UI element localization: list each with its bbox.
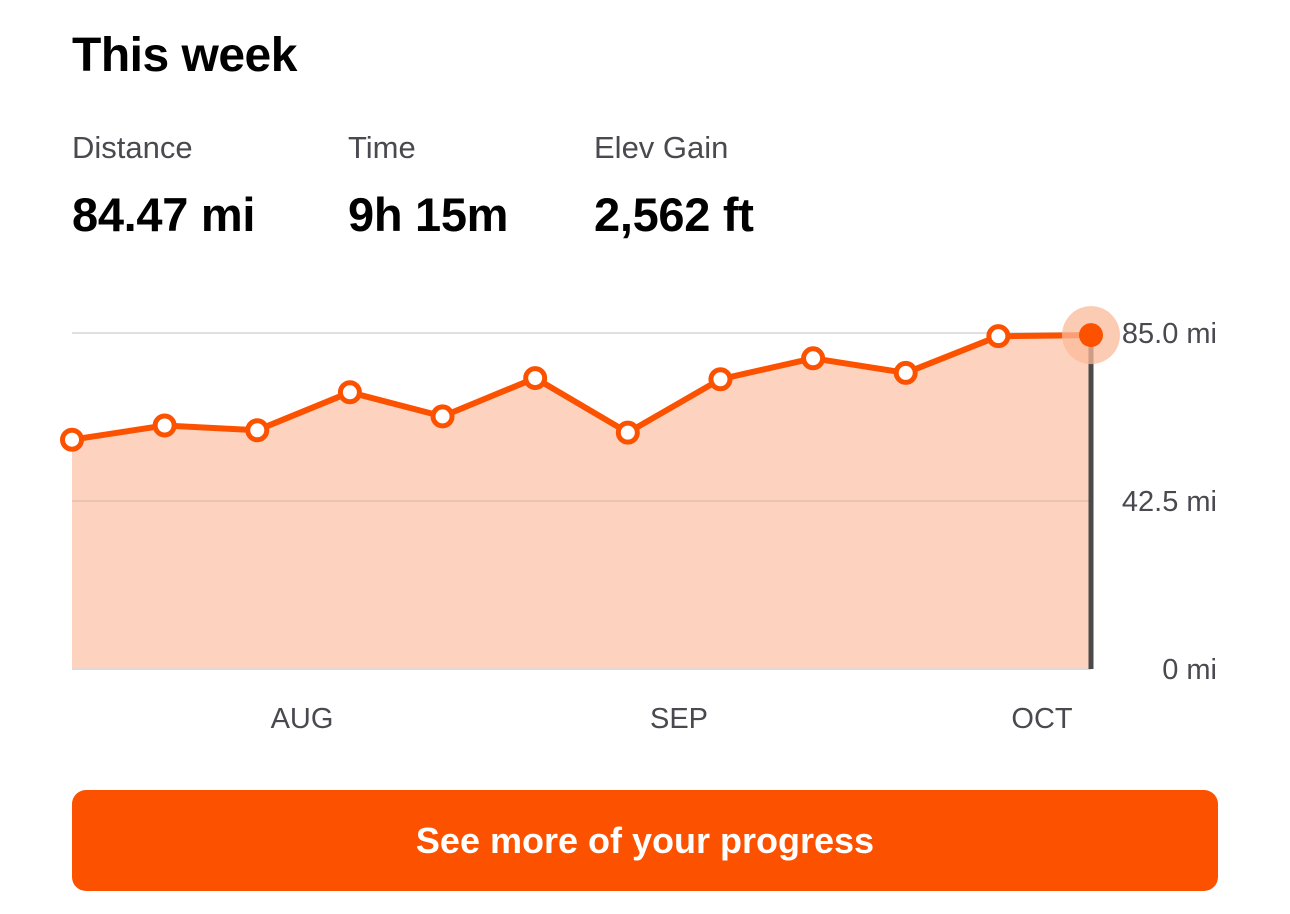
stat-time: Time 9h 15m [348, 128, 508, 244]
weekly-distance-chart: 85.0 mi 42.5 mi 0 mi AUG SEP OCT [60, 306, 1217, 735]
x-tick-label: SEP [650, 703, 708, 735]
y-tick-label: 42.5 mi [1122, 486, 1217, 518]
stat-elevation: Elev Gain 2,562 ft [594, 128, 754, 244]
chart-area-fill [72, 335, 1091, 669]
page-title: This week [72, 29, 297, 82]
chart-point[interactable] [337, 380, 362, 405]
x-tick-label: OCT [1011, 703, 1073, 735]
y-tick-label: 85.0 mi [1122, 318, 1217, 350]
stat-elevation-value: 2,562 ft [594, 188, 754, 241]
current-week-point[interactable] [1079, 323, 1103, 348]
chart-point[interactable] [708, 367, 733, 392]
chart-point[interactable] [986, 324, 1011, 349]
chart-point[interactable] [245, 418, 270, 443]
stat-distance-value: 84.47 mi [72, 188, 256, 241]
chart-point[interactable] [893, 360, 918, 385]
stat-distance-label: Distance [72, 130, 193, 165]
stat-elevation-label: Elev Gain [594, 130, 729, 165]
chart-point[interactable] [430, 404, 455, 429]
see-progress-button[interactable]: See more of your progress [72, 790, 1218, 891]
chart-point[interactable] [615, 420, 640, 445]
x-tick-label: AUG [271, 703, 334, 735]
chart-point[interactable] [152, 413, 177, 438]
chart-point[interactable] [801, 346, 826, 371]
stat-time-label: Time [348, 130, 416, 165]
y-tick-label: 0 mi [1162, 654, 1217, 686]
chart-point[interactable] [60, 427, 84, 452]
stat-time-value: 9h 15m [348, 188, 509, 241]
stat-distance: Distance 84.47 mi [72, 128, 255, 244]
series-line [69, 332, 1094, 443]
chart-point[interactable] [523, 366, 548, 391]
